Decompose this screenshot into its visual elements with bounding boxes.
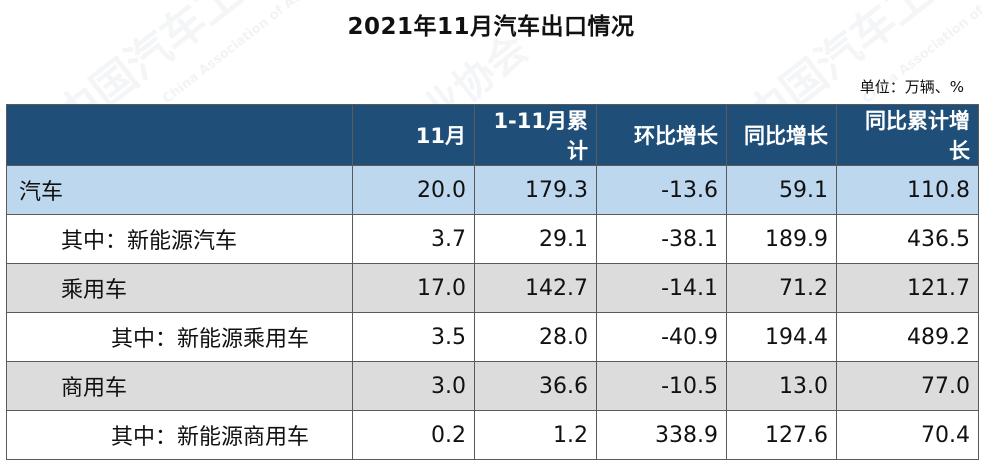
column-header-yoy-growth: 同比增长 [726, 104, 837, 166]
table-cell: 59.1 [726, 165, 837, 215]
table-cell: 189.9 [726, 214, 837, 264]
table-cell: 142.7 [474, 263, 597, 313]
table-cell: 70.4 [836, 410, 979, 460]
row-label: 其中：新能源汽车 [6, 214, 353, 264]
table-cell: 489.2 [836, 312, 979, 362]
table-cell: 3.0 [352, 361, 475, 411]
export-table: 11月 1-11月累计 环比增长 同比增长 同比累计增长 汽车 20.0 179.3… [6, 104, 979, 460]
table-row: 其中：新能源商用车 0.2 1.2 338.9 127.6 70.4 [6, 410, 979, 460]
table-row: 商用车 3.0 36.6 -10.5 13.0 77.0 [6, 361, 979, 411]
table-cell: 3.5 [352, 312, 475, 362]
table-cell: 13.0 [726, 361, 837, 411]
table-cell: 121.7 [836, 263, 979, 313]
table-header-row: 11月 1-11月累计 环比增长 同比增长 同比累计增长 [6, 104, 979, 166]
row-label: 其中：新能源商用车 [6, 410, 353, 460]
column-header-month: 11月 [352, 104, 475, 166]
table-cell: 194.4 [726, 312, 837, 362]
table-cell: 436.5 [836, 214, 979, 264]
table-cell: 71.2 [726, 263, 837, 313]
table-cell: -10.5 [596, 361, 727, 411]
table-cell: -13.6 [596, 165, 727, 215]
table-row: 乘用车 17.0 142.7 -14.1 71.2 121.7 [6, 263, 979, 313]
table-cell: 17.0 [352, 263, 475, 313]
row-label: 汽车 [6, 165, 353, 215]
table-row: 其中：新能源汽车 3.7 29.1 -38.1 189.9 436.5 [6, 214, 979, 264]
row-label: 其中：新能源乘用车 [6, 312, 353, 362]
table-row: 其中：新能源乘用车 3.5 28.0 -40.9 194.4 489.2 [6, 312, 979, 362]
column-header-yoy-cumulative-growth: 同比累计增长 [836, 104, 979, 166]
table-cell: 77.0 [836, 361, 979, 411]
column-header-label [6, 104, 353, 166]
table-cell: -40.9 [596, 312, 727, 362]
column-header-cumulative: 1-11月累计 [474, 104, 597, 166]
table-cell: 36.6 [474, 361, 597, 411]
row-label: 商用车 [6, 361, 353, 411]
row-label: 乘用车 [6, 263, 353, 313]
column-header-mom-growth: 环比增长 [596, 104, 727, 166]
table-cell: 1.2 [474, 410, 597, 460]
table-cell: 179.3 [474, 165, 597, 215]
unit-label: 单位：万辆、% [859, 78, 964, 96]
table-cell: 20.0 [352, 165, 475, 215]
table-cell: 0.2 [352, 410, 475, 460]
table-row: 汽车 20.0 179.3 -13.6 59.1 110.8 [6, 165, 979, 215]
table-cell: -14.1 [596, 263, 727, 313]
table-cell: 29.1 [474, 214, 597, 264]
table-cell: -38.1 [596, 214, 727, 264]
table-cell: 28.0 [474, 312, 597, 362]
table-cell: 3.7 [352, 214, 475, 264]
table-cell: 127.6 [726, 410, 837, 460]
table-cell: 110.8 [836, 165, 979, 215]
table-cell: 338.9 [596, 410, 727, 460]
chart-title: 2021年11月汽车出口情况 [347, 14, 635, 40]
